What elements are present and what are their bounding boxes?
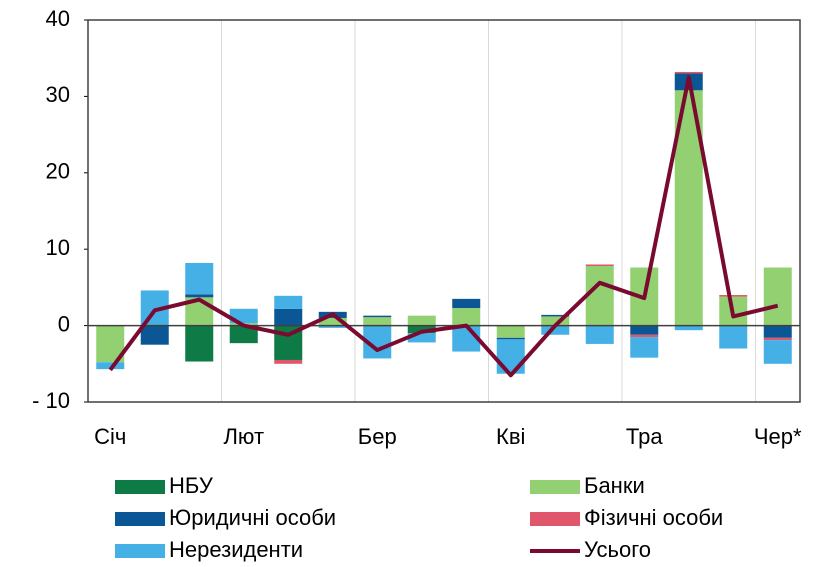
x-tick-label: Бер <box>358 424 397 449</box>
x-tick-label: Січ <box>94 424 126 449</box>
bar <box>96 362 125 370</box>
legend-label: Банки <box>584 473 645 498</box>
bar <box>363 315 392 318</box>
legend-swatch <box>115 512 165 526</box>
y-tick-label: 40 <box>46 6 70 31</box>
bar <box>185 294 214 298</box>
legend-swatch <box>115 480 165 494</box>
bar <box>274 308 303 326</box>
bar <box>452 298 481 309</box>
bar <box>496 337 525 340</box>
legend-swatch <box>530 480 580 494</box>
bar <box>630 337 659 358</box>
bar <box>363 317 392 326</box>
x-tick-label: Кві <box>496 424 525 449</box>
bar <box>585 325 614 344</box>
bar <box>185 325 214 362</box>
x-tick-label: Лют <box>223 424 264 449</box>
legend-label: Усього <box>584 537 651 562</box>
x-tick-label: Тра <box>626 424 663 449</box>
bar <box>541 316 570 326</box>
bar <box>585 266 614 326</box>
x-tick-label: Чер* <box>754 424 802 449</box>
bar <box>318 317 347 326</box>
legend-swatch <box>530 512 580 526</box>
bar <box>452 308 481 326</box>
legend-label: Юридичні особи <box>169 505 336 530</box>
bar <box>140 325 169 345</box>
bar <box>674 71 703 74</box>
bar <box>763 337 792 341</box>
bar <box>719 325 748 349</box>
legend-label: Нерезиденти <box>169 537 303 562</box>
legend-label: НБУ <box>169 473 214 498</box>
bar <box>541 314 570 317</box>
bar <box>407 315 436 326</box>
bar <box>185 262 214 295</box>
total-line <box>108 75 779 378</box>
y-tick-label: 20 <box>46 159 70 184</box>
y-tick-label: 10 <box>46 235 70 260</box>
bar <box>719 295 748 297</box>
y-tick-label: 30 <box>46 82 70 107</box>
bar <box>274 359 303 364</box>
bar <box>541 325 570 335</box>
bar <box>674 325 703 331</box>
bar <box>763 340 792 364</box>
plot-frame <box>87 19 801 403</box>
bar <box>407 325 436 334</box>
y-tick-label: 0 <box>58 311 70 336</box>
legend-swatch <box>115 544 165 558</box>
bar <box>630 334 659 338</box>
bar <box>274 295 303 309</box>
bar <box>496 339 525 374</box>
bar <box>585 264 614 267</box>
bar <box>318 325 347 328</box>
bar <box>763 267 792 326</box>
bar <box>229 325 258 344</box>
legend-label: Фізичні особи <box>584 505 723 530</box>
bar <box>496 325 525 338</box>
bar <box>407 333 436 343</box>
y-tick-label: - 10 <box>32 388 70 413</box>
bar <box>630 325 659 335</box>
bar <box>763 325 792 338</box>
